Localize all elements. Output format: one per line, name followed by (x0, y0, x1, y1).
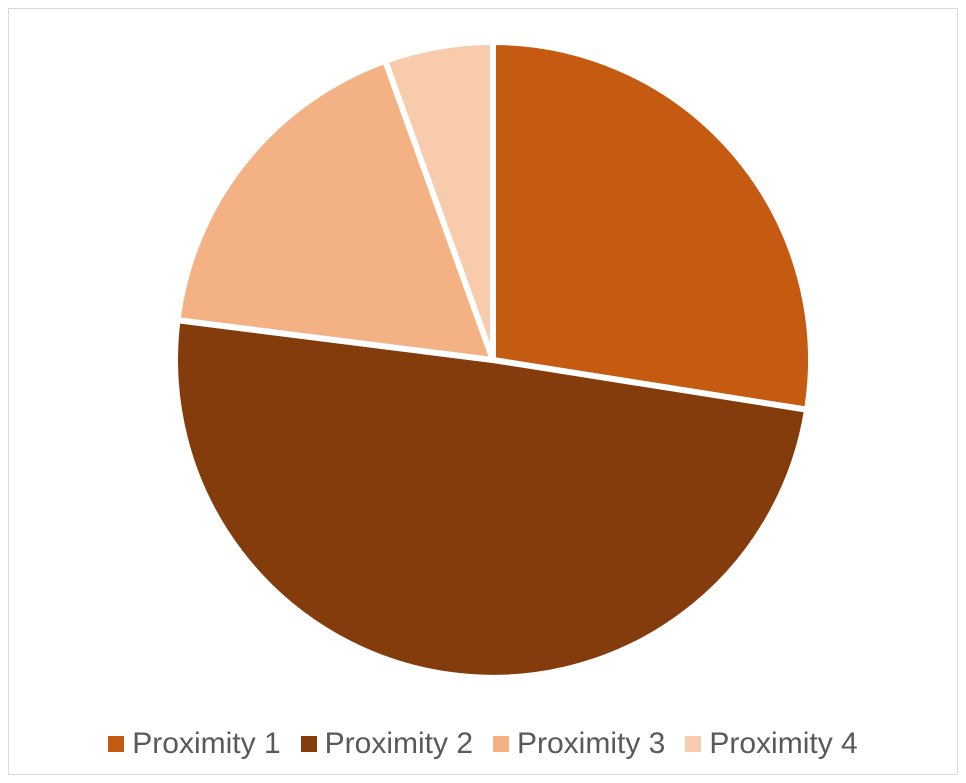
legend: Proximity 1 Proximity 2 Proximity 3 Proximi… (9, 727, 957, 761)
legend-swatch (685, 736, 702, 752)
legend-swatch (493, 736, 509, 752)
legend-item-4: Proximity 4 (685, 727, 858, 761)
legend-label: Proximity 2 (324, 727, 473, 760)
legend-label: Proximity 3 (517, 727, 666, 760)
pie-slice-2 (172, 317, 811, 681)
chart-area: Proximity 1 Proximity 2 Proximity 3 Proximi… (8, 8, 958, 775)
pie-chart (172, 39, 814, 681)
pie-slice-4 (382, 39, 496, 363)
pie-slice-1 (490, 39, 814, 413)
pie-slice-3 (174, 57, 496, 363)
legend-label: Proximity 1 (132, 727, 281, 760)
legend-label: Proximity 4 (709, 727, 858, 760)
legend-item-1: Proximity 1 (108, 727, 281, 761)
legend-swatch (108, 736, 125, 752)
legend-swatch (300, 736, 317, 752)
legend-item-3: Proximity 3 (493, 727, 665, 761)
legend-item-2: Proximity 2 (300, 727, 473, 761)
